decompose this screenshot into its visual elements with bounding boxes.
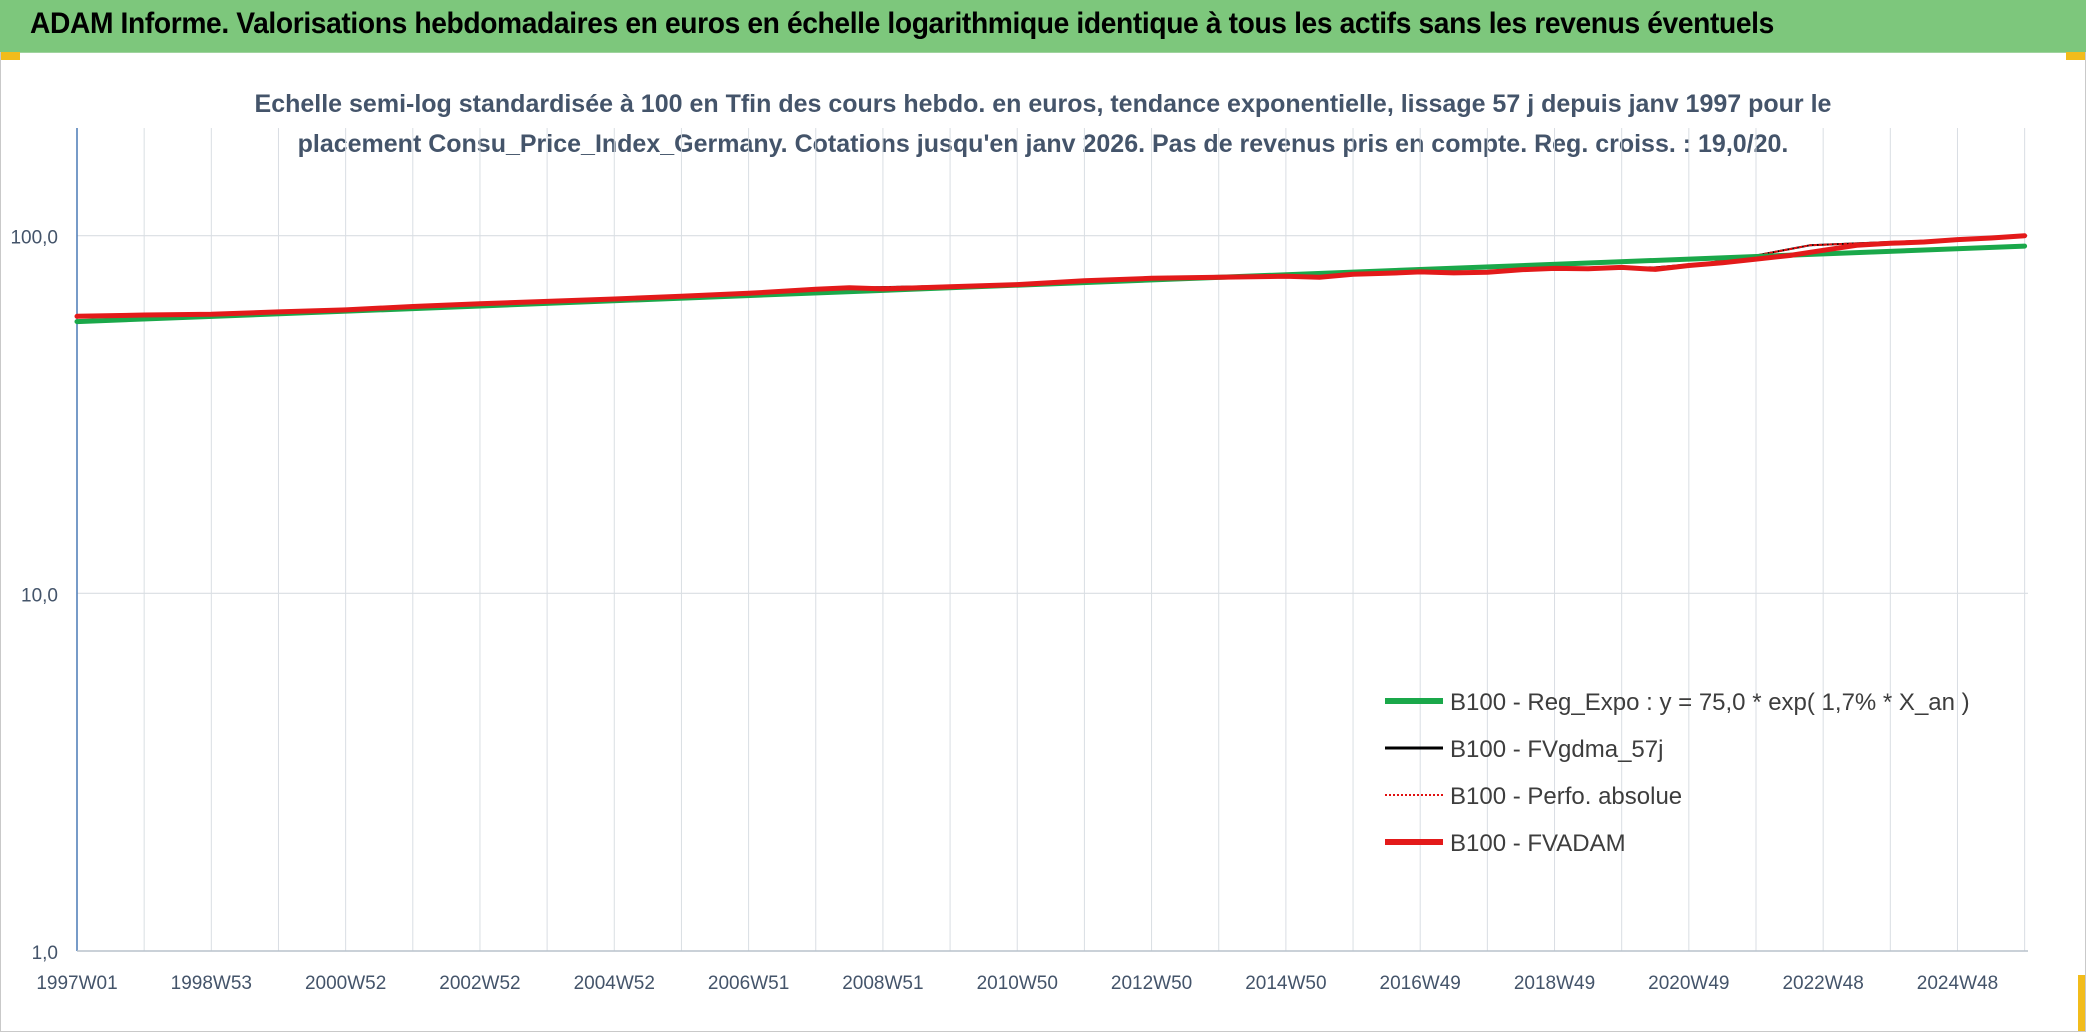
- series-fvgdma-line: [76, 234, 2026, 318]
- x-tick-label: 2016W49: [1380, 973, 1461, 994]
- x-tick-label: 2022W48: [1782, 973, 1863, 994]
- y-tick-label: 100,0: [10, 228, 58, 249]
- x-tick-label: 2014W50: [1245, 973, 1326, 994]
- x-tick-label: 2008W51: [842, 973, 923, 994]
- x-tick-label: 2000W52: [305, 973, 386, 994]
- corner-mark-top-left: [0, 52, 20, 60]
- legend-label: B100 - Perfo. absolue: [1450, 783, 1682, 810]
- corner-mark-bottom-right: [2078, 975, 2086, 1031]
- legend-label: B100 - Reg_Expo : y = 75,0 * exp( 1,7% *…: [1450, 689, 1970, 716]
- x-tick-label: 2020W49: [1648, 973, 1729, 994]
- legend-label: B100 - FVgdma_57j: [1450, 736, 1663, 763]
- legend-item-fvgdma: B100 - FVgdma_57j: [1385, 736, 1663, 763]
- legend: B100 - Reg_Expo : y = 75,0 * exp( 1,7% *…: [1385, 689, 1970, 857]
- x-tick-label: 2002W52: [439, 973, 520, 994]
- gridlines: [76, 128, 2028, 951]
- report-title: ADAM Informe. Valorisations hebdomadaire…: [30, 7, 1774, 40]
- series-perfo-absolue-line: [76, 234, 2026, 318]
- y-tick-label: 1,0: [32, 943, 58, 964]
- chart-title-line-1: Echelle semi-log standardisée à 100 en T…: [255, 90, 1832, 118]
- x-tick-label: 2010W50: [977, 973, 1058, 994]
- corner-mark-top-right: [2066, 52, 2086, 60]
- x-tick-label: 2018W49: [1514, 973, 1595, 994]
- legend-label: B100 - FVADAM: [1450, 830, 1626, 857]
- series-fvadam-line: [74, 233, 2028, 319]
- series: [74, 233, 2028, 325]
- y-tick-label: 10,0: [21, 585, 58, 606]
- x-tick-label: 1997W01: [36, 973, 117, 994]
- legend-item-reg-expo: B100 - Reg_Expo : y = 75,0 * exp( 1,7% *…: [1385, 689, 1970, 716]
- chart-title: Echelle semi-log standardisée à 100 en T…: [255, 90, 1832, 158]
- chart-title-line-2: placement Consu_Price_Index_Germany. Cot…: [298, 130, 1789, 158]
- x-tick-label: 2024W48: [1917, 973, 1998, 994]
- report-banner: ADAM Informe. Valorisations hebdomadaire…: [0, 0, 2086, 53]
- x-tick-label: 2006W51: [708, 973, 789, 994]
- x-tick-label: 2012W50: [1111, 973, 1192, 994]
- x-tick-label: 1998W53: [171, 973, 252, 994]
- axes: 1,0 10,0 100,0 1997W01 1998W53 2000W52 2002W52…: [10, 128, 2028, 994]
- legend-item-fvadam: B100 - FVADAM: [1385, 830, 1626, 857]
- x-tick-label: 2004W52: [574, 973, 655, 994]
- legend-item-perfo-absolue: B100 - Perfo. absolue: [1385, 783, 1682, 810]
